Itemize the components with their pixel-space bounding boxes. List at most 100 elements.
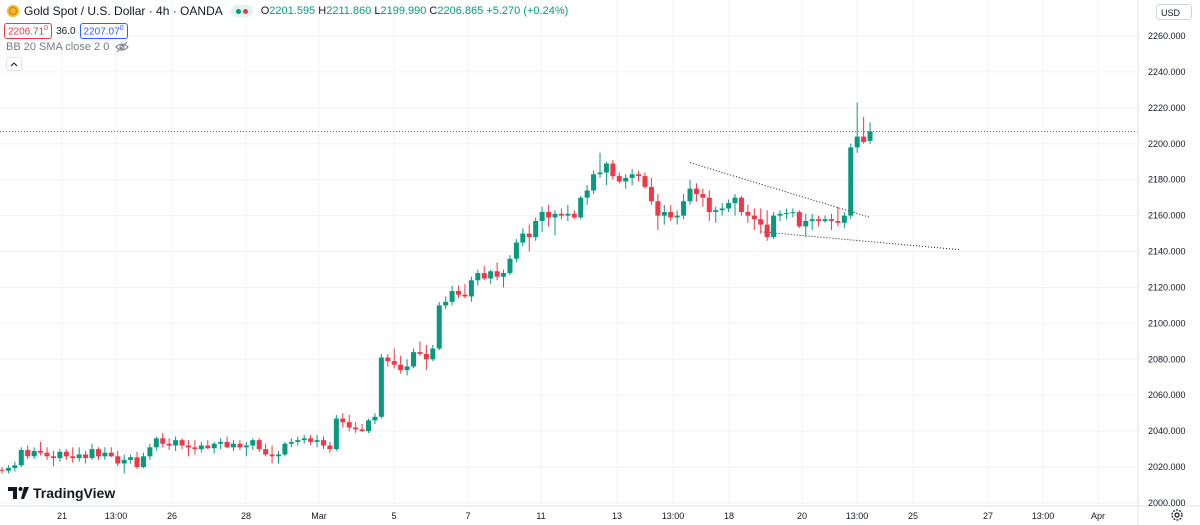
candle[interactable] bbox=[282, 441, 288, 457]
candle[interactable] bbox=[520, 228, 526, 247]
price-axis[interactable]: 2260.000 2240.000 2220.000 2200.000 2180.000… bbox=[1148, 31, 1186, 508]
candle[interactable] bbox=[340, 413, 346, 428]
candle[interactable] bbox=[5, 465, 11, 474]
visibility-toggle-icon[interactable] bbox=[230, 5, 253, 17]
candle[interactable] bbox=[353, 422, 359, 433]
indicator-label[interactable]: BB 20 SMA close 2 0 bbox=[6, 41, 110, 53]
candle[interactable] bbox=[44, 447, 50, 460]
candle[interactable] bbox=[558, 208, 564, 220]
candle[interactable] bbox=[501, 269, 507, 288]
candle[interactable] bbox=[38, 441, 44, 456]
candle[interactable] bbox=[423, 344, 429, 371]
candle[interactable] bbox=[668, 204, 674, 222]
candle[interactable] bbox=[288, 438, 294, 448]
candle[interactable] bbox=[57, 449, 63, 462]
candle[interactable] bbox=[275, 450, 281, 464]
candle[interactable] bbox=[809, 213, 815, 230]
candle[interactable] bbox=[661, 204, 667, 225]
candle[interactable] bbox=[108, 447, 114, 458]
candle[interactable] bbox=[796, 210, 802, 229]
candle[interactable] bbox=[327, 441, 333, 453]
candle[interactable] bbox=[693, 183, 699, 202]
candle[interactable] bbox=[83, 450, 89, 464]
trendlines[interactable] bbox=[689, 162, 961, 251]
sell-button[interactable]: 2206.710 bbox=[4, 23, 53, 40]
candle[interactable] bbox=[552, 210, 558, 236]
candle[interactable] bbox=[726, 199, 732, 213]
candle[interactable] bbox=[816, 215, 822, 227]
candle[interactable] bbox=[430, 344, 436, 362]
candle[interactable] bbox=[166, 438, 172, 451]
candle[interactable] bbox=[700, 188, 706, 207]
candle[interactable] bbox=[854, 102, 860, 153]
candle[interactable] bbox=[687, 179, 693, 205]
candle[interactable] bbox=[102, 447, 108, 460]
trendline[interactable] bbox=[689, 162, 871, 218]
candle[interactable] bbox=[513, 238, 519, 263]
candle[interactable] bbox=[263, 443, 269, 457]
candle[interactable] bbox=[546, 204, 552, 227]
candle[interactable] bbox=[758, 208, 764, 234]
candle[interactable] bbox=[192, 440, 198, 455]
candle[interactable] bbox=[256, 438, 262, 452]
candle[interactable] bbox=[237, 440, 243, 451]
candle[interactable] bbox=[398, 355, 404, 374]
candle[interactable] bbox=[295, 436, 301, 446]
candle[interactable] bbox=[378, 353, 384, 419]
candle[interactable] bbox=[674, 210, 680, 225]
candle[interactable] bbox=[12, 461, 18, 472]
candle[interactable] bbox=[597, 152, 603, 178]
candle[interactable] bbox=[25, 445, 31, 459]
candle[interactable] bbox=[488, 269, 494, 284]
candle[interactable] bbox=[764, 210, 770, 241]
candle[interactable] bbox=[533, 217, 539, 241]
candle[interactable] bbox=[738, 195, 744, 216]
candle[interactable] bbox=[301, 434, 307, 444]
candle[interactable] bbox=[224, 436, 230, 449]
candle[interactable] bbox=[861, 116, 867, 144]
candle[interactable] bbox=[642, 172, 648, 189]
candle[interactable] bbox=[185, 440, 191, 457]
buy-button[interactable]: 2207.070 bbox=[79, 23, 128, 40]
candle[interactable] bbox=[218, 438, 224, 450]
candle[interactable] bbox=[462, 283, 468, 299]
candle[interactable] bbox=[803, 213, 809, 238]
collapse-legend-button[interactable] bbox=[6, 57, 22, 71]
candle[interactable] bbox=[436, 301, 442, 351]
candle[interactable] bbox=[160, 432, 166, 448]
candle[interactable] bbox=[115, 450, 121, 467]
candle[interactable] bbox=[745, 204, 751, 223]
candle[interactable] bbox=[173, 436, 179, 451]
candle[interactable] bbox=[623, 174, 629, 189]
candle[interactable] bbox=[372, 413, 378, 424]
candle[interactable] bbox=[616, 172, 622, 184]
candle[interactable] bbox=[198, 441, 204, 453]
trendline[interactable] bbox=[760, 231, 961, 251]
candle[interactable] bbox=[76, 447, 82, 462]
candle[interactable] bbox=[314, 434, 320, 448]
candle[interactable] bbox=[719, 203, 725, 216]
candle[interactable] bbox=[366, 418, 372, 433]
candle[interactable] bbox=[179, 438, 185, 450]
tradingview-logo[interactable]: TradingView bbox=[8, 485, 115, 501]
candle[interactable] bbox=[308, 434, 314, 446]
gear-icon[interactable] bbox=[1170, 508, 1184, 522]
candle[interactable] bbox=[655, 194, 661, 230]
candle[interactable] bbox=[50, 450, 56, 467]
candlesticks[interactable] bbox=[0, 102, 873, 474]
candle[interactable] bbox=[565, 204, 571, 222]
candle[interactable] bbox=[771, 212, 777, 239]
candle[interactable] bbox=[140, 452, 146, 468]
candle[interactable] bbox=[841, 212, 847, 229]
candle[interactable] bbox=[134, 451, 140, 469]
candle[interactable] bbox=[456, 285, 462, 299]
candle[interactable] bbox=[70, 447, 76, 463]
candle[interactable] bbox=[443, 296, 449, 310]
candle[interactable] bbox=[269, 445, 275, 464]
candle[interactable] bbox=[205, 440, 211, 450]
candle[interactable] bbox=[539, 206, 545, 232]
candle[interactable] bbox=[526, 224, 532, 252]
candle[interactable] bbox=[411, 348, 417, 369]
candle[interactable] bbox=[636, 170, 642, 182]
candle[interactable] bbox=[610, 159, 616, 180]
